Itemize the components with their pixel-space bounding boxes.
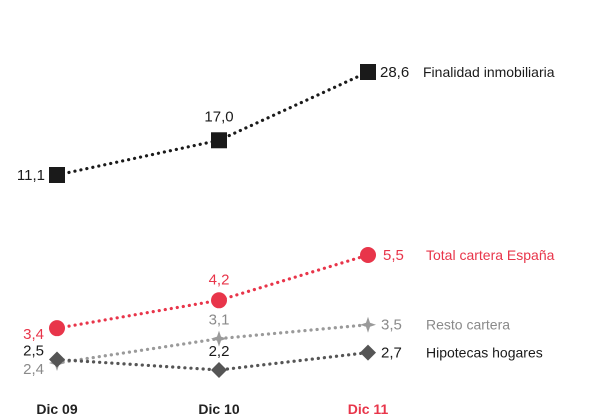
marker-resto-cartera-3 xyxy=(360,316,376,333)
marker-finalidad-inmobiliaria-2 xyxy=(211,132,227,149)
value-label-finalidad-inmobiliaria-2: 17,0 xyxy=(204,108,233,125)
value-label-total-cartera-espana-3: 5,5 xyxy=(383,247,404,264)
marker-finalidad-inmobiliaria-3 xyxy=(360,64,376,80)
series-name-resto-cartera: Resto cartera xyxy=(426,317,510,333)
value-label-resto-cartera-2: 3,1 xyxy=(209,312,230,329)
marker-finalidad-inmobiliaria-1 xyxy=(49,167,65,183)
series-name-labels: Finalidad inmobiliaria Total cartera Espa… xyxy=(423,64,555,361)
series-name-total-cartera-espana: Total cartera España xyxy=(426,247,555,263)
marker-resto-cartera-2 xyxy=(211,330,227,347)
x-tick-label-2: Dic 10 xyxy=(198,401,239,417)
value-label-finalidad-inmobiliaria-3: 28,6 xyxy=(380,64,409,81)
series-markers xyxy=(49,64,376,378)
marker-hipotecas-hogares-2 xyxy=(211,362,227,378)
x-axis: Dic 09 Dic 10 Dic 11 xyxy=(36,401,388,417)
value-label-hipotecas-hogares-3: 2,7 xyxy=(381,345,402,362)
value-label-finalidad-inmobiliaria-1: 11,1 xyxy=(17,167,45,184)
x-tick-label-3: Dic 11 xyxy=(348,401,389,417)
value-label-total-cartera-espana-2: 4,2 xyxy=(209,271,230,288)
value-labels: 11,1 17,0 28,6 3,4 4,2 5,5 2,4 3,1 3,5 2,5 2,2 2,7 xyxy=(17,64,409,378)
value-label-total-cartera-espana-1: 3,4 xyxy=(23,326,44,343)
value-label-hipotecas-hogares-1: 2,5 xyxy=(23,343,44,360)
series-line-hipotecas-hogares xyxy=(55,350,370,372)
marker-total-cartera-espana-1 xyxy=(49,320,65,337)
value-label-resto-cartera-1: 2,4 xyxy=(23,361,44,378)
marker-hipotecas-hogares-1 xyxy=(49,351,65,368)
value-label-hipotecas-hogares-2: 2,2 xyxy=(209,343,230,360)
marker-total-cartera-espana-3 xyxy=(360,247,376,263)
series-name-hipotecas-hogares: Hipotecas hogares xyxy=(426,345,543,361)
marker-hipotecas-hogares-3 xyxy=(360,344,376,361)
value-label-resto-cartera-3: 3,5 xyxy=(381,317,402,334)
x-tick-label-1: Dic 09 xyxy=(36,401,77,417)
series-name-finalidad-inmobiliaria: Finalidad inmobiliaria xyxy=(423,64,555,80)
marker-total-cartera-espana-2 xyxy=(211,292,227,309)
